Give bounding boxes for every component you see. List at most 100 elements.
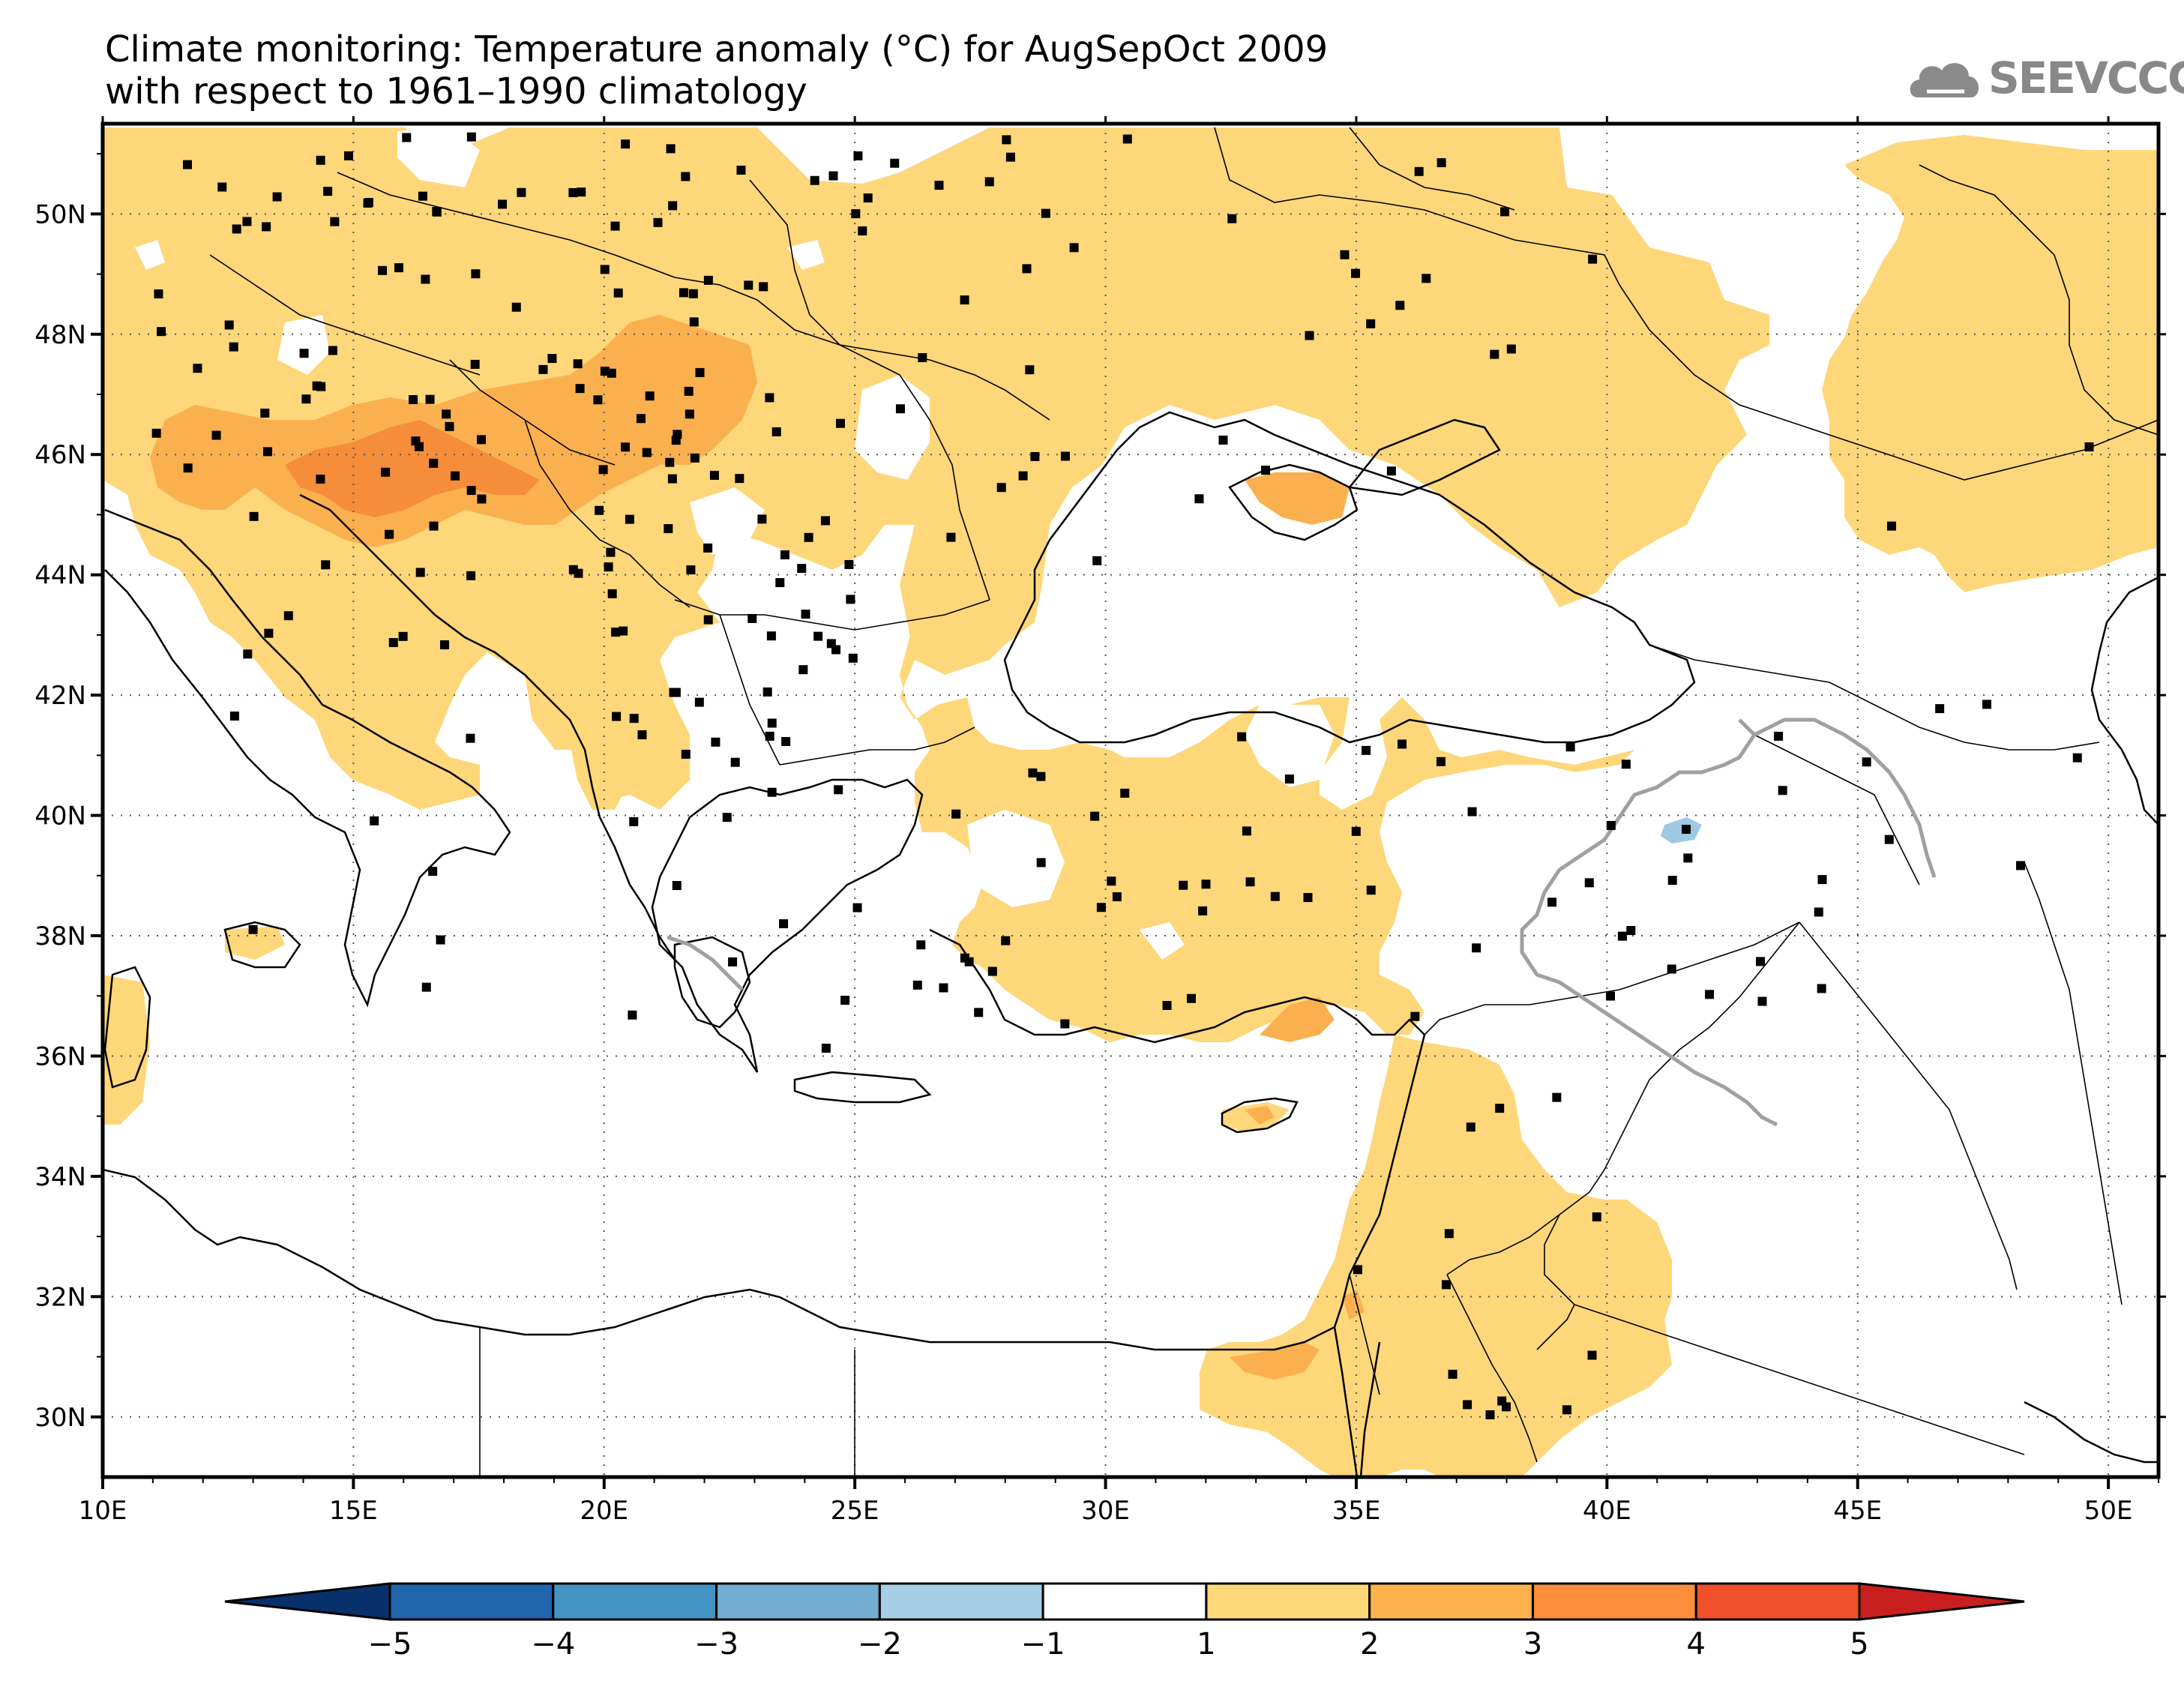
station-marker	[1626, 926, 1636, 936]
station-marker	[299, 349, 309, 358]
station-marker	[1485, 1410, 1495, 1419]
station-marker	[183, 463, 193, 473]
station-marker	[1584, 878, 1594, 888]
station-marker	[370, 816, 379, 826]
y-tick-label: 48N	[34, 320, 86, 350]
station-marker	[260, 409, 270, 418]
station-marker	[1340, 250, 1350, 259]
station-marker	[709, 470, 719, 480]
station-marker	[757, 514, 767, 524]
y-tick-label: 38N	[34, 921, 86, 951]
station-marker	[775, 578, 785, 588]
station-marker	[1060, 451, 1070, 461]
station-marker	[409, 394, 418, 404]
station-marker	[574, 568, 583, 578]
station-marker	[1667, 964, 1676, 974]
station-marker	[621, 139, 631, 149]
station-marker	[1107, 876, 1116, 886]
station-marker	[1437, 158, 1446, 168]
station-marker	[477, 494, 487, 504]
station-marker	[771, 427, 781, 436]
station-marker	[466, 733, 475, 743]
station-marker	[703, 275, 713, 285]
y-tick-label: 40N	[34, 802, 86, 832]
station-marker	[1562, 1405, 1571, 1415]
station-marker	[1305, 331, 1314, 340]
x-tick-label: 20E	[580, 1496, 628, 1526]
x-tick-label: 10E	[79, 1496, 127, 1526]
country-borders	[209, 127, 2159, 1477]
station-marker	[759, 282, 768, 292]
station-marker	[1817, 984, 1826, 993]
station-marker	[1018, 471, 1028, 481]
colorbar-label: 3	[1523, 1627, 1542, 1662]
station-marker	[1261, 466, 1271, 475]
station-marker	[1935, 704, 1945, 714]
x-tick-label: 25E	[831, 1496, 879, 1526]
station-marker	[183, 160, 193, 169]
station-marker	[1683, 853, 1693, 863]
coastlines	[103, 411, 2159, 1477]
station-marker	[1667, 876, 1677, 885]
station-marker	[996, 483, 1006, 493]
chart-title: Climate monitoring: Temperature anomaly …	[105, 28, 1328, 112]
station-marker	[378, 265, 388, 275]
station-marker	[964, 957, 974, 966]
station-marker	[828, 171, 838, 181]
station-marker	[1466, 1122, 1475, 1132]
station-marker	[1552, 1092, 1562, 1102]
station-marker	[766, 631, 776, 641]
station-marker	[1490, 349, 1499, 359]
station-marker	[1500, 207, 1510, 217]
colorbar-arrow-high	[1858, 1582, 2025, 1621]
seevccc-logo: SEEVCCC	[1904, 45, 2184, 112]
station-marker	[575, 384, 585, 394]
colorbar-box	[1368, 1582, 1534, 1621]
station-marker	[1862, 757, 1871, 767]
station-marker	[960, 295, 969, 305]
station-marker	[1756, 957, 1766, 966]
station-marker	[673, 430, 682, 439]
station-marker	[1442, 1280, 1452, 1290]
colorbar-label: −5	[368, 1627, 412, 1662]
station-marker	[1463, 1400, 1472, 1410]
station-marker	[263, 447, 273, 457]
colorbar-label: −2	[858, 1627, 902, 1662]
station-marker	[421, 274, 430, 284]
station-marker	[1366, 885, 1376, 895]
station-marker	[316, 155, 325, 165]
station-marker	[821, 1043, 831, 1053]
station-marker	[1001, 936, 1011, 945]
station-marker	[600, 265, 610, 274]
station-marker	[157, 327, 166, 337]
x-tick-label: 30E	[1081, 1496, 1130, 1526]
colorbar-box	[1694, 1582, 1861, 1621]
station-marker	[780, 550, 789, 560]
station-marker	[629, 714, 639, 724]
station-marker	[722, 813, 732, 823]
colorbar-label: 4	[1686, 1627, 1705, 1662]
station-marker	[301, 394, 311, 404]
y-tick-label: 50N	[34, 199, 86, 229]
station-marker	[1982, 700, 1991, 709]
station-marker	[1606, 820, 1616, 830]
station-marker	[1353, 1265, 1362, 1275]
station-marker	[364, 198, 373, 208]
station-marker	[1606, 991, 1616, 1001]
station-marker	[264, 628, 274, 638]
station-marker	[1436, 757, 1446, 766]
station-marker	[951, 809, 961, 819]
station-marker	[470, 359, 480, 369]
station-marker	[598, 465, 608, 475]
station-marker	[402, 133, 412, 142]
station-marker	[1588, 254, 1598, 264]
colorbar-arrow-low	[224, 1582, 391, 1621]
station-marker	[511, 302, 521, 312]
title-line-2: with respect to 1961–1990 climatology	[105, 70, 807, 112]
station-marker	[471, 269, 481, 279]
station-marker	[664, 524, 673, 534]
y-tick-label: 36N	[34, 1041, 86, 1071]
station-marker	[595, 505, 604, 515]
station-marker	[765, 731, 774, 741]
station-marker	[428, 867, 438, 876]
